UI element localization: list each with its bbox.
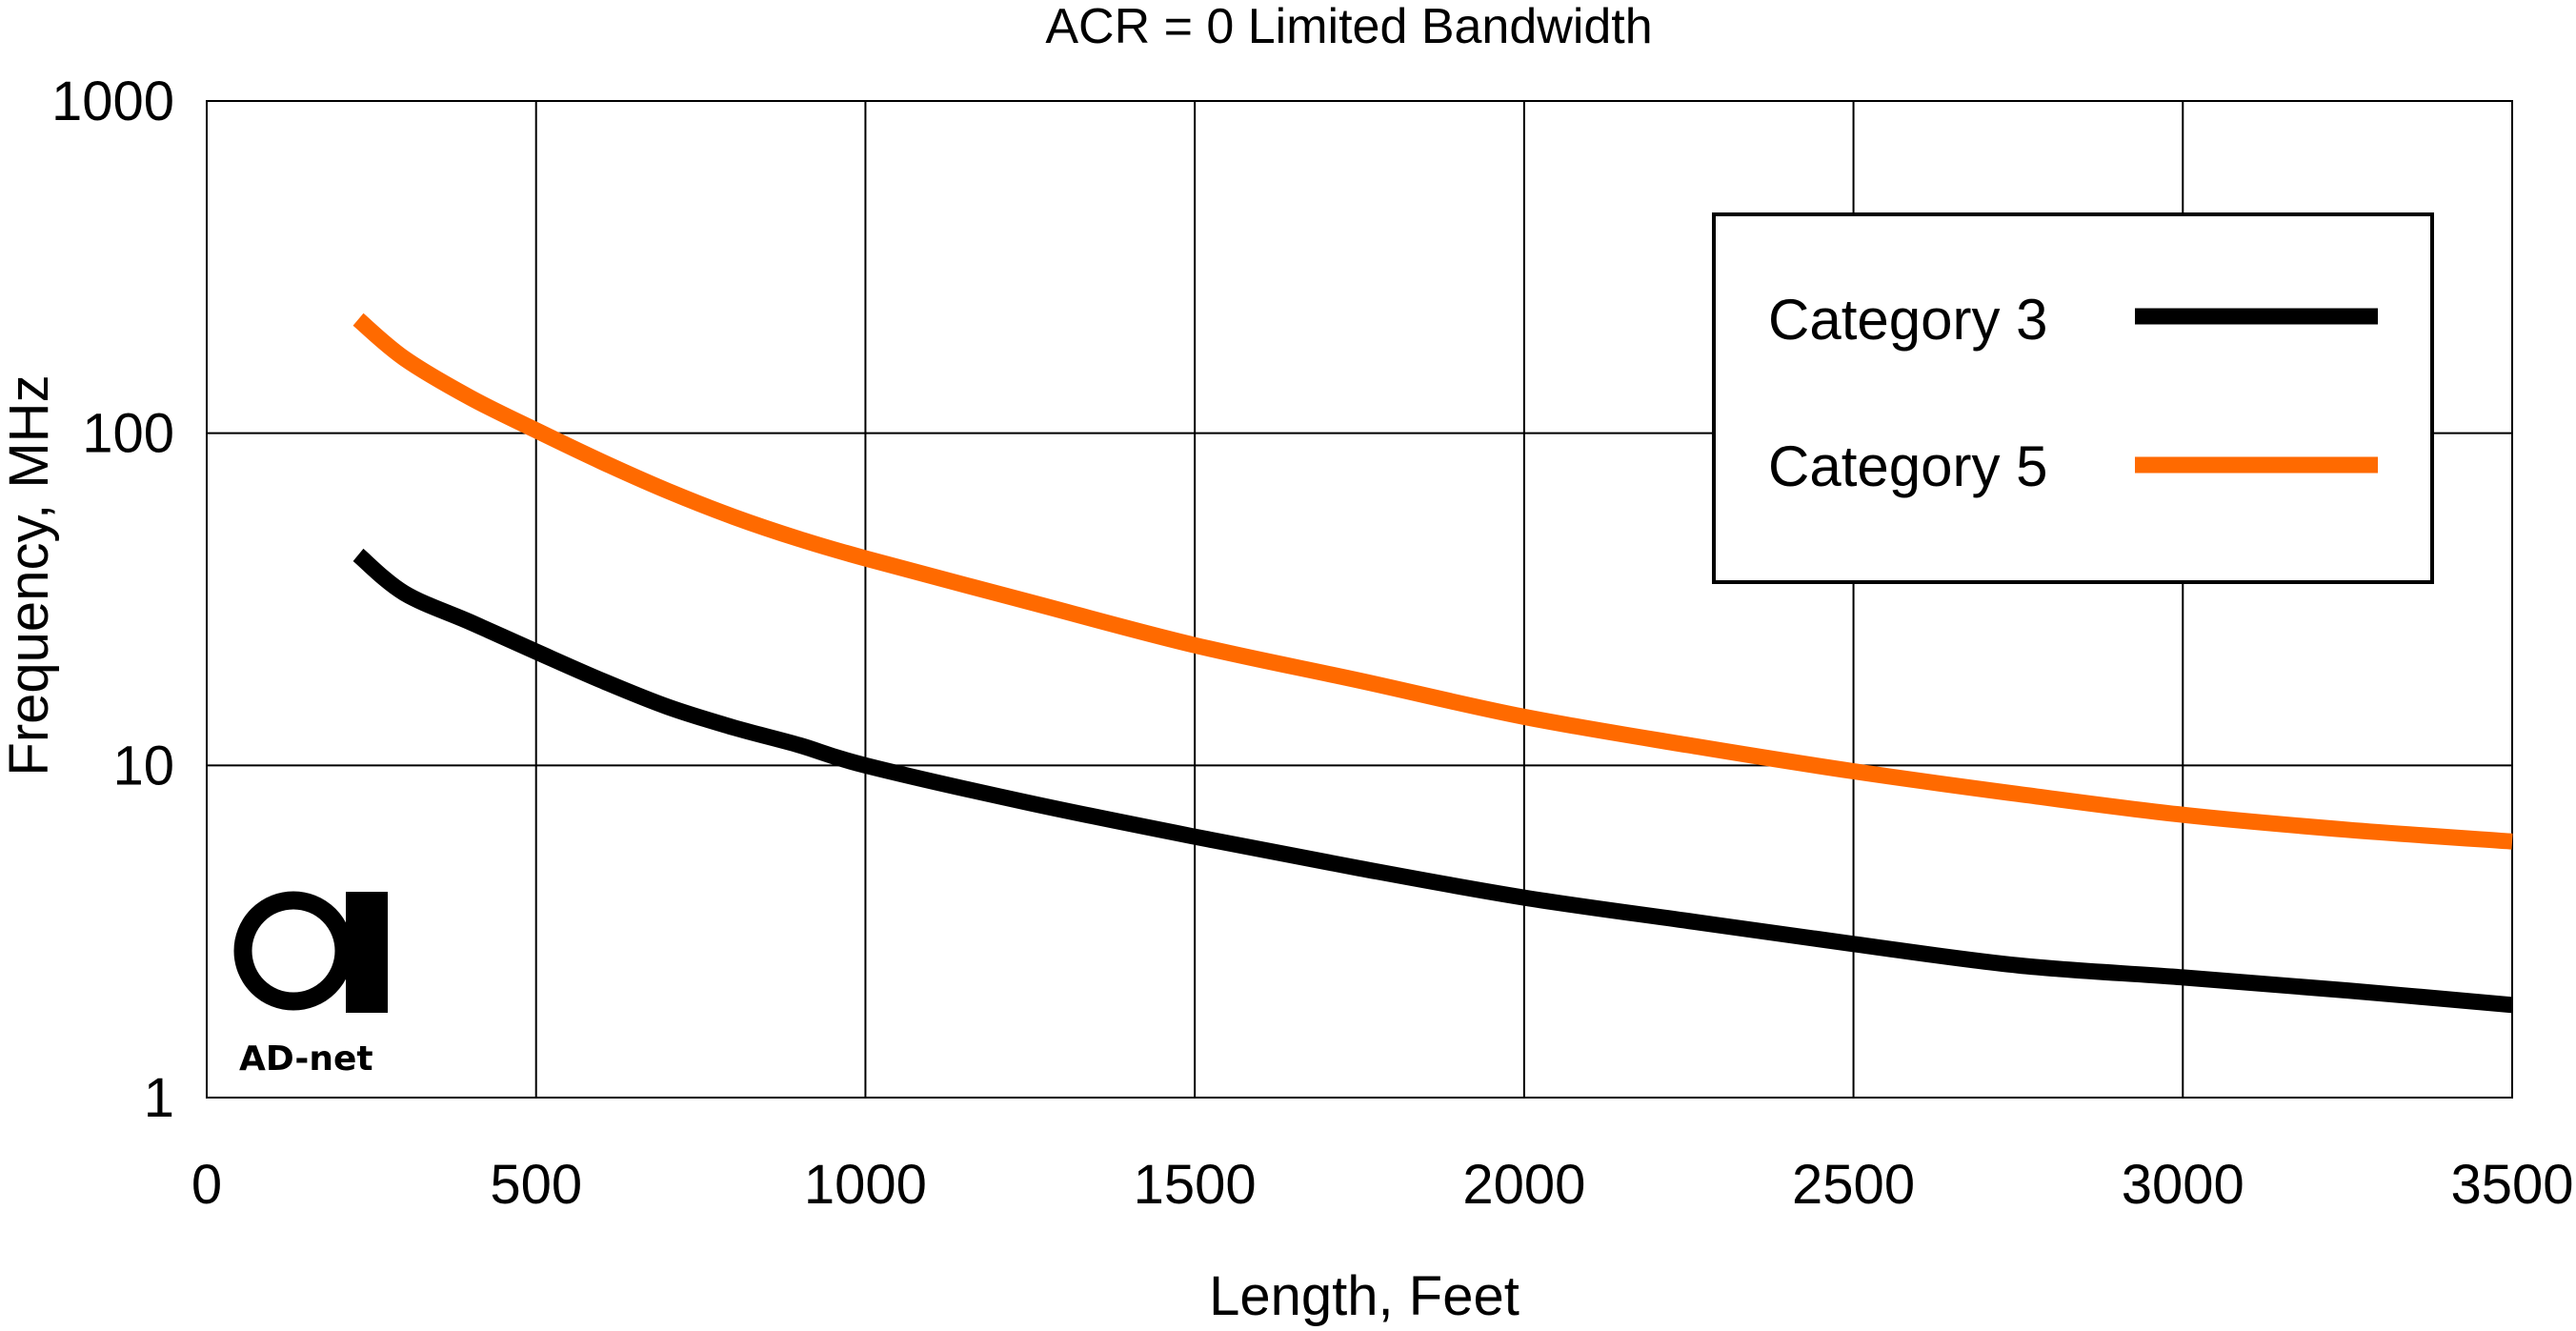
- chart-title: ACR = 0 Limited Bandwidth: [1045, 0, 1652, 54]
- x-tick-label: 1000: [804, 1154, 927, 1216]
- ad-net-logo: net AD-net: [233, 891, 389, 1079]
- series-line-category-5: [352, 313, 2513, 850]
- x-tick-label: 500: [490, 1154, 582, 1216]
- logo-badge: [346, 892, 388, 1013]
- y-axis-label: Frequency, MHz: [0, 374, 60, 776]
- x-tick-label: 0: [191, 1154, 222, 1216]
- y-tick-label: 100: [82, 403, 174, 465]
- logo-badge-text: net: [350, 920, 389, 984]
- plot-area: [206, 100, 2513, 1099]
- x-tick-label: 3500: [2450, 1154, 2573, 1216]
- y-tick-labels: 1 10 100 1000: [51, 71, 174, 1129]
- logo-ring: [233, 891, 353, 1011]
- x-axis-label: Length, Feet: [1209, 1265, 1519, 1327]
- legend-label-category-5: Category 5: [1768, 434, 2048, 498]
- series-layer: [352, 313, 2513, 1014]
- y-tick-label: 1: [144, 1067, 174, 1129]
- x-tick-label: 2500: [1792, 1154, 1915, 1216]
- series-line-category-3: [352, 548, 2513, 1014]
- x-tick-labels: 0 500 1000 1500 2000 2500 3000 3500: [191, 1154, 2574, 1216]
- legend-box: [1712, 212, 2434, 584]
- y-tick-label: 10: [112, 735, 174, 797]
- legend-label-category-3: Category 3: [1768, 288, 2048, 352]
- logo-text: AD-net: [239, 1039, 373, 1079]
- legend: Category 3 Category 5: [1712, 212, 2434, 584]
- y-tick-label: 1000: [51, 71, 174, 132]
- x-tick-label: 3000: [2122, 1154, 2244, 1216]
- x-tick-label: 2000: [1462, 1154, 1585, 1216]
- x-tick-label: 1500: [1134, 1154, 1257, 1216]
